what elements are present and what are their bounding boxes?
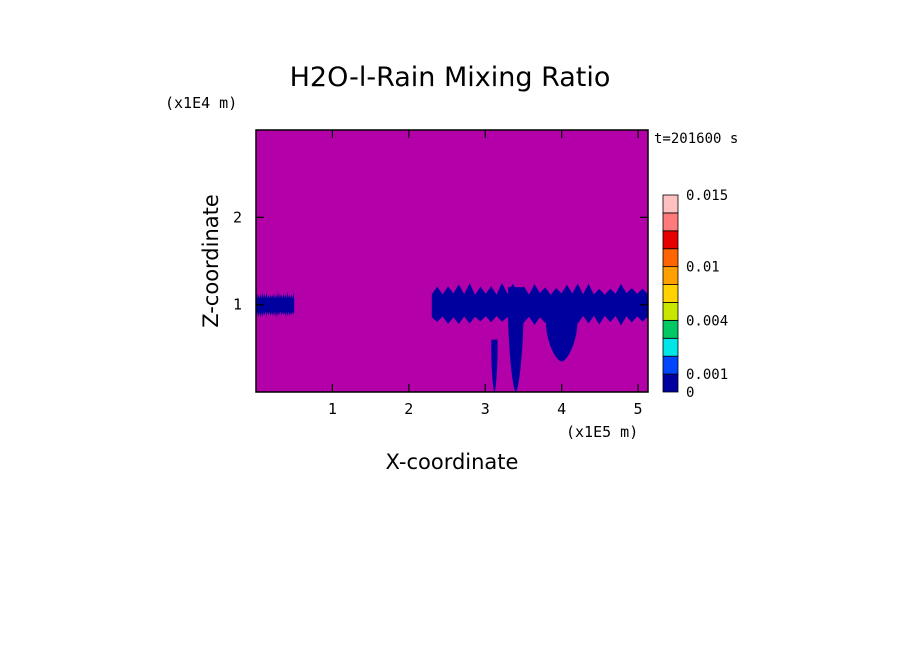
colorbar-tick-label: 0.004 xyxy=(686,313,728,329)
x-tick-label: 5 xyxy=(634,400,643,418)
rain-feature-3 xyxy=(491,339,498,392)
colorbar-segment xyxy=(662,373,679,393)
colorbar-segment xyxy=(662,194,679,214)
colorbar-segment xyxy=(662,355,679,375)
x-tick-label: 1 xyxy=(328,400,337,418)
rain-feature-2 xyxy=(507,287,524,392)
plot-frame xyxy=(255,129,649,393)
y-axis-ticks: 12 xyxy=(233,208,648,314)
colorbar-segment xyxy=(662,284,679,303)
rain-feature-4 xyxy=(545,313,578,362)
x-tick-label: 3 xyxy=(481,400,490,418)
colorbar-segment xyxy=(662,230,679,250)
colorbar: 0 0.001 0.004 0.01 0.015 xyxy=(662,188,728,401)
colorbar-segment xyxy=(662,266,679,285)
colorbar-tick-label: 0.001 xyxy=(686,367,728,383)
colorbar-segment xyxy=(662,319,679,339)
time-label: t=201600 s xyxy=(654,131,738,147)
x-tick-label: 2 xyxy=(404,400,413,418)
colorbar-segment xyxy=(662,302,679,321)
chart-title: H2O-l-Rain Mixing Ratio xyxy=(290,62,611,93)
y-tick-label: 2 xyxy=(233,208,242,226)
colorbar-tick-label: 0 xyxy=(686,385,694,401)
y-unit-label: (x1E4 m) xyxy=(165,94,237,112)
rain-features xyxy=(256,282,648,392)
rain-feature-1 xyxy=(431,282,648,326)
x-unit-label: (x1E5 m) xyxy=(566,423,638,441)
y-tick-label: 1 xyxy=(233,296,242,314)
x-axis-label: X-coordinate xyxy=(386,450,519,474)
plot-background xyxy=(256,130,648,392)
colorbar-segment xyxy=(662,248,679,268)
colorbar-segment xyxy=(662,212,679,232)
colorbar-tick-label: 0.015 xyxy=(686,188,728,204)
x-tick-label: 4 xyxy=(557,400,566,418)
y-axis-label: Z-coordinate xyxy=(199,194,223,328)
x-axis-ticks: 1 2 3 4 5 xyxy=(328,130,643,418)
rain-feature-0 xyxy=(256,291,295,318)
colorbar-segment xyxy=(662,337,679,357)
colorbar-tick-label: 0.01 xyxy=(686,260,720,276)
